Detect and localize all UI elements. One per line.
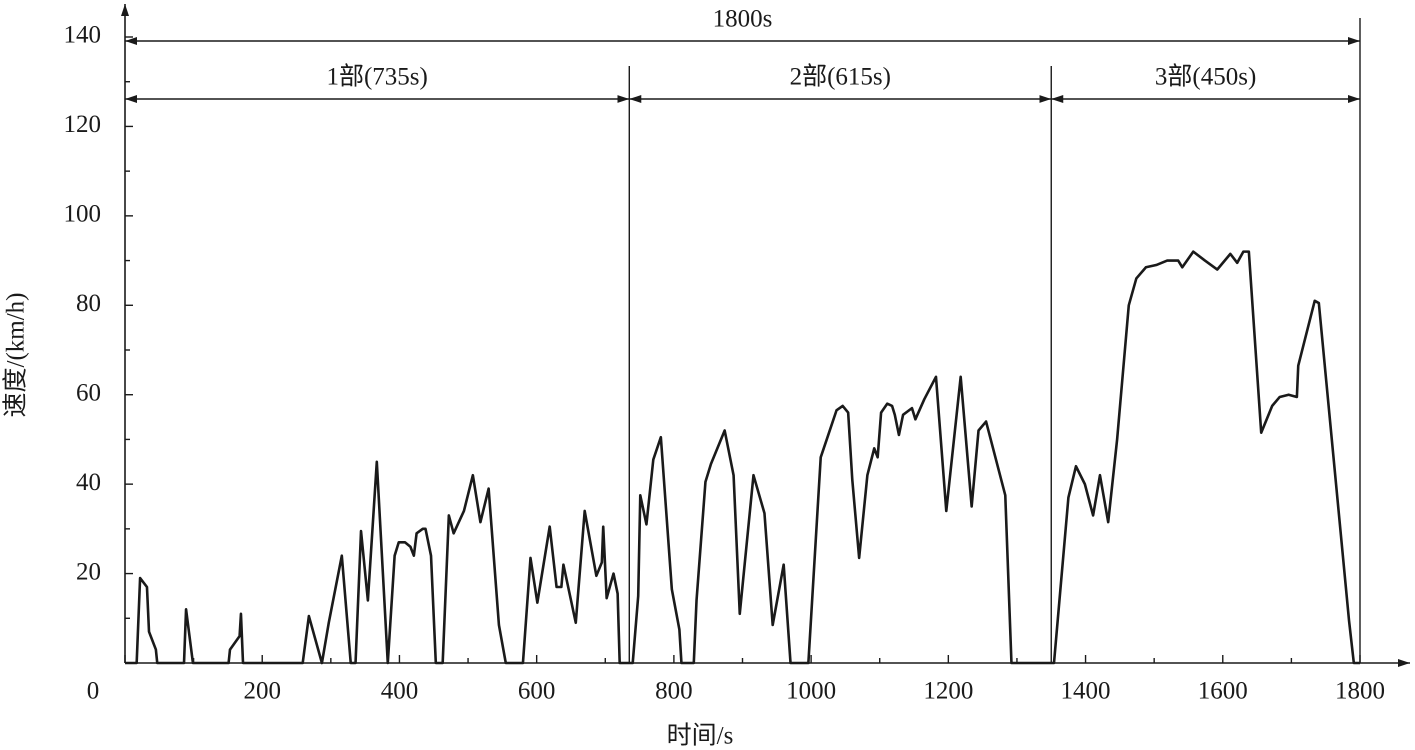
speed-line	[125, 250, 1360, 665]
span-label: 1部(735s)	[326, 63, 427, 91]
y-tick-label: 100	[64, 201, 102, 228]
x-tick-label: 1000	[786, 678, 836, 705]
x-tick-label: 1200	[923, 678, 973, 705]
y-tick-label: 140	[64, 22, 102, 49]
y-tick-label: 80	[76, 290, 101, 317]
x-tick-label: 0	[87, 678, 100, 705]
span-label: 1800s	[713, 6, 773, 33]
y-tick-label: 40	[76, 469, 101, 496]
x-tick-label: 1400	[1061, 678, 1111, 705]
x-tick-label: 1800	[1335, 678, 1385, 705]
x-axis-label: 时间/s	[667, 722, 734, 750]
x-tick-label: 800	[655, 678, 693, 705]
span-label: 2部(615s)	[790, 63, 891, 91]
y-tick-label: 60	[76, 379, 101, 406]
y-tick-label: 20	[76, 558, 101, 585]
x-tick-label: 400	[381, 678, 419, 705]
y-tick-label: 120	[64, 111, 102, 138]
x-tick-label: 600	[518, 678, 556, 705]
span-label: 3部(450s)	[1155, 63, 1256, 91]
y-axis-label: 速度/(km/h)	[2, 293, 30, 418]
x-tick-label: 200	[243, 678, 281, 705]
x-tick-label: 1600	[1198, 678, 1248, 705]
